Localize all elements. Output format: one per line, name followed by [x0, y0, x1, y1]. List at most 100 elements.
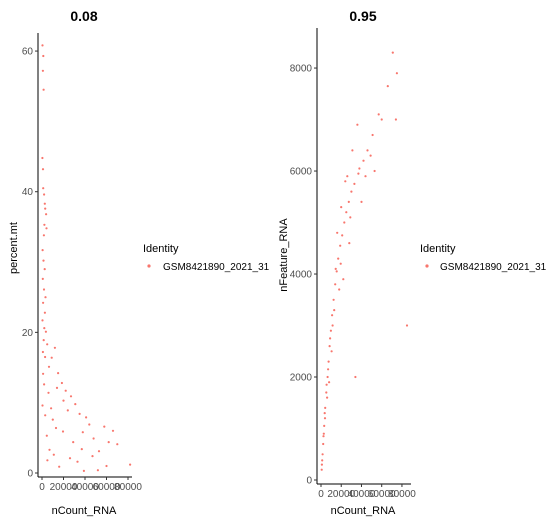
data-point: [386, 85, 389, 88]
data-point: [320, 468, 323, 471]
data-point: [55, 386, 59, 389]
x-tick-label: 60000: [368, 489, 396, 500]
data-point: [357, 172, 360, 175]
data-point: [46, 459, 49, 462]
data-point: [327, 360, 330, 363]
data-point: [91, 455, 94, 458]
x-tick-label: 40000: [348, 489, 376, 500]
data-point: [356, 123, 359, 126]
data-point: [42, 54, 45, 58]
data-point: [369, 154, 372, 157]
data-point: [323, 412, 326, 415]
data-point: [336, 231, 339, 234]
data-point: [42, 301, 45, 304]
data-point: [322, 432, 325, 435]
data-point: [44, 296, 47, 299]
data-point: [327, 368, 330, 371]
panel1-title: 0.08: [70, 8, 97, 24]
data-point: [57, 372, 60, 375]
data-point: [364, 175, 367, 178]
data-point: [92, 437, 95, 440]
data-point: [43, 383, 46, 386]
data-point: [340, 206, 343, 209]
data-point: [88, 423, 91, 426]
data-point: [82, 469, 85, 472]
data-point: [80, 448, 83, 451]
data-point: [72, 441, 75, 444]
data-point: [325, 391, 328, 394]
panel2-legend-title: Identity: [420, 243, 456, 255]
data-point: [41, 168, 45, 171]
panel1-legend-item: GSM8421890_2021_31: [163, 262, 270, 273]
data-point: [394, 118, 397, 121]
y-tick-label: 6000: [290, 167, 313, 178]
data-point: [116, 443, 119, 446]
data-point: [334, 283, 337, 286]
data-point: [111, 429, 115, 432]
data-point: [42, 372, 45, 375]
data-point: [96, 469, 99, 472]
data-point: [42, 88, 45, 91]
y-tick-label: 2000: [290, 373, 313, 384]
data-point: [329, 329, 332, 332]
panel2-y-ticks: 0 2000 4000 6000 8000: [290, 64, 317, 487]
data-point: [62, 399, 65, 402]
data-point: [328, 345, 331, 348]
data-point: [323, 417, 327, 420]
data-point: [61, 430, 65, 433]
data-point: [344, 180, 347, 183]
data-point: [362, 159, 365, 162]
data-point: [354, 375, 357, 379]
data-point: [339, 244, 342, 247]
data-point: [103, 425, 106, 428]
data-point: [345, 211, 348, 214]
panel2-legend-key: [425, 264, 429, 268]
data-point: [44, 207, 47, 210]
data-point: [43, 193, 46, 196]
data-point: [334, 267, 337, 270]
data-point: [44, 355, 47, 359]
data-point: [60, 381, 64, 385]
data-point: [405, 324, 409, 327]
data-point: [324, 406, 327, 409]
data-point: [349, 216, 352, 219]
data-point: [41, 69, 45, 72]
data-point: [41, 249, 44, 252]
y-tick-label: 0: [306, 476, 312, 487]
data-point: [358, 167, 361, 170]
data-point: [332, 298, 335, 301]
data-point: [326, 396, 329, 399]
data-point: [43, 223, 46, 226]
data-point: [377, 113, 380, 116]
data-point: [54, 426, 58, 430]
data-point: [76, 460, 79, 463]
data-point: [326, 375, 329, 379]
data-point: [81, 431, 84, 434]
data-point: [348, 242, 351, 245]
data-point: [51, 418, 54, 421]
panel1-legend-title: Identity: [143, 243, 179, 255]
data-point: [46, 343, 49, 346]
data-point: [47, 365, 51, 368]
data-point: [339, 262, 342, 265]
data-point: [97, 450, 101, 453]
y-tick-label: 20: [22, 328, 34, 339]
data-point: [325, 383, 328, 386]
data-point: [320, 463, 323, 466]
data-point: [41, 350, 45, 354]
panel1-y-ticks: 0 20 40 60: [22, 47, 38, 480]
data-point: [43, 268, 46, 271]
data-point: [331, 324, 334, 327]
panel1-points: [41, 44, 132, 472]
data-point: [347, 200, 350, 203]
data-point: [330, 350, 333, 353]
data-point: [346, 175, 349, 178]
y-tick-label: 0: [27, 469, 33, 480]
data-point: [41, 319, 44, 322]
data-point: [333, 309, 336, 312]
data-point: [42, 288, 46, 291]
data-point: [68, 457, 72, 460]
panel2-legend-item: GSM8421890_2021_31: [440, 262, 547, 273]
